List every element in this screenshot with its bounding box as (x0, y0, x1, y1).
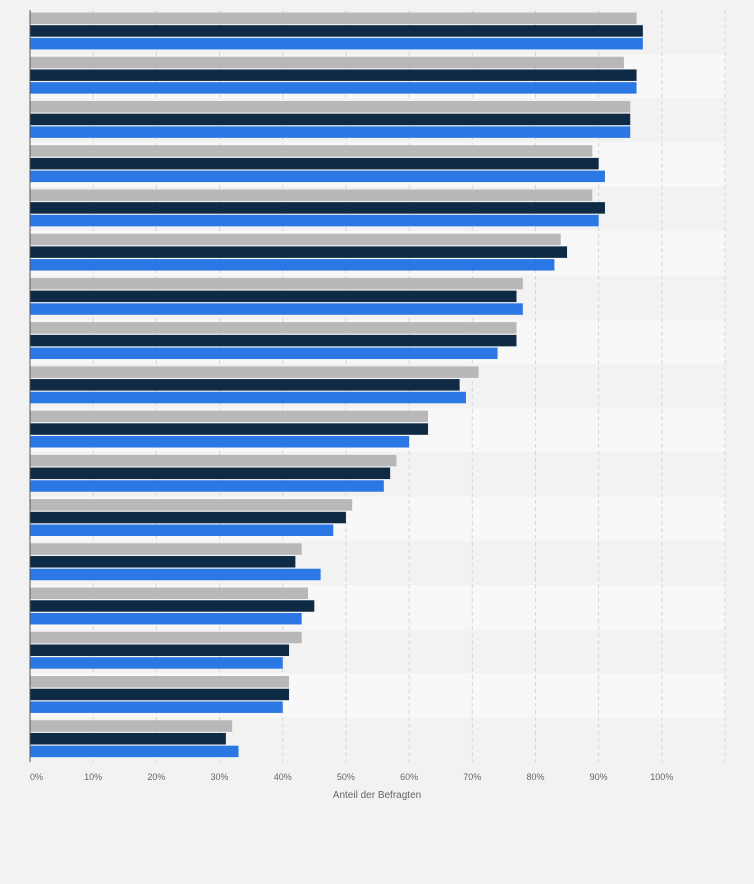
bar (30, 568, 321, 581)
bar (30, 480, 384, 492)
bar (30, 303, 523, 315)
x-tick-label: 100% (650, 772, 673, 782)
bar (30, 246, 568, 258)
x-tick-label: 20% (147, 772, 165, 782)
bar (30, 25, 643, 37)
bar (30, 701, 283, 713)
bar (30, 189, 593, 201)
bar (30, 600, 315, 612)
bar (30, 732, 226, 745)
bar (30, 37, 643, 50)
bar (30, 82, 637, 94)
x-tick-label: 0% (30, 772, 43, 782)
bar (30, 688, 290, 701)
bar (30, 423, 429, 435)
x-tick-label: 50% (337, 772, 355, 782)
x-tick-label: 80% (526, 772, 544, 782)
bar (30, 391, 466, 404)
bar (30, 720, 233, 732)
bar (30, 277, 523, 290)
bar (30, 676, 290, 688)
bar (30, 290, 517, 303)
bar (30, 157, 599, 170)
bar (30, 69, 637, 81)
bar (30, 56, 624, 69)
bar (30, 511, 346, 524)
bar (30, 556, 296, 568)
bar (30, 202, 605, 214)
bar (30, 543, 302, 555)
bar (30, 612, 302, 625)
x-tick-label: 90% (590, 772, 608, 782)
bar (30, 644, 290, 656)
bar (30, 366, 479, 378)
bar (30, 214, 599, 227)
bar (30, 12, 637, 24)
bar (30, 145, 593, 157)
bar (30, 322, 517, 334)
bars (30, 12, 643, 758)
bar (30, 436, 410, 448)
x-tick-label: 70% (463, 772, 481, 782)
x-tick-labels: 0% 10% 20% 30% 40% 50% 60% 70% 80% 90% 100% (30, 772, 673, 782)
x-tick-label: 30% (211, 772, 229, 782)
bar (30, 454, 397, 467)
x-tick-label: 10% (84, 772, 102, 782)
bar (30, 233, 561, 246)
bar (30, 170, 605, 183)
bar (30, 126, 631, 138)
bar (30, 745, 239, 758)
bar (30, 631, 302, 644)
bar (30, 379, 460, 391)
bar (30, 347, 498, 360)
bar (30, 499, 353, 511)
bar (30, 113, 631, 126)
bar (30, 524, 334, 536)
bar (30, 334, 517, 347)
x-axis-label: Anteil der Befragten (333, 790, 421, 801)
bar (30, 100, 631, 113)
bar (30, 259, 555, 271)
bar (30, 467, 391, 480)
x-tick-label: 40% (274, 772, 292, 782)
bar (30, 410, 429, 423)
bar (30, 657, 283, 669)
x-tick-label: 60% (400, 772, 418, 782)
bar (30, 587, 308, 600)
